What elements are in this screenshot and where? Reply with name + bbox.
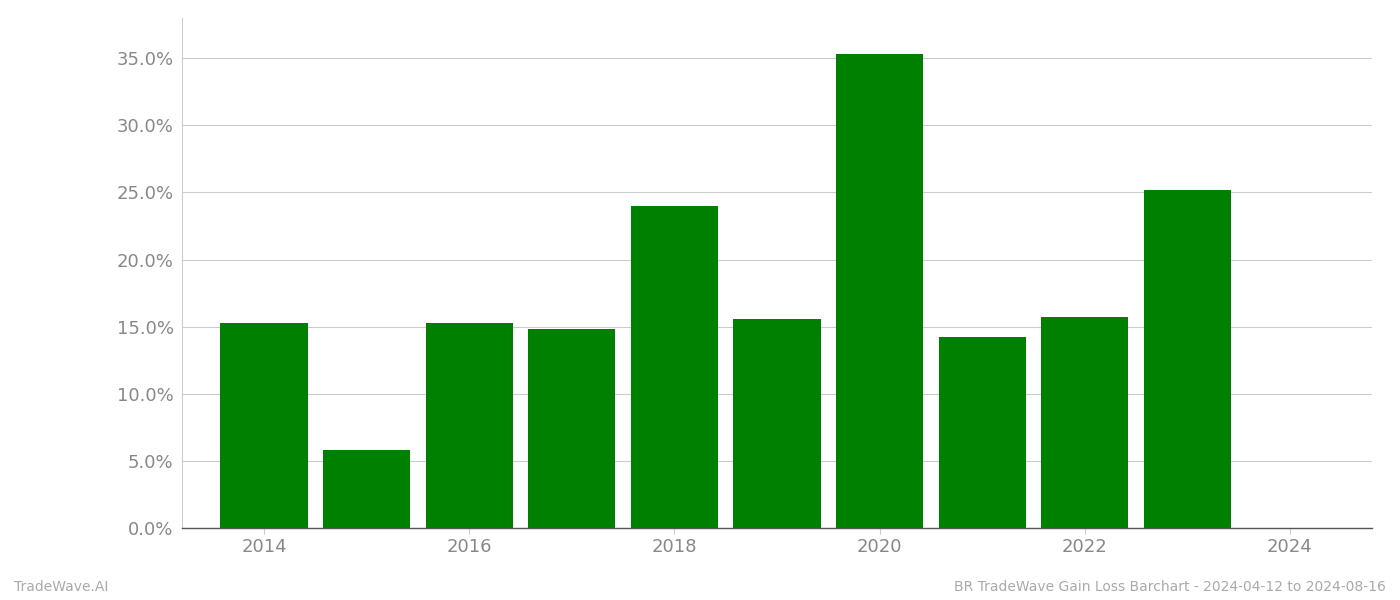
Bar [836, 54, 923, 528]
Text: TradeWave.AI: TradeWave.AI [14, 580, 108, 594]
Bar [1042, 317, 1128, 528]
Bar [1144, 190, 1231, 528]
Bar [938, 337, 1026, 528]
Text: BR TradeWave Gain Loss Barchart - 2024-04-12 to 2024-08-16: BR TradeWave Gain Loss Barchart - 2024-0… [955, 580, 1386, 594]
Bar [323, 450, 410, 528]
Bar [528, 329, 616, 528]
Bar [426, 323, 512, 528]
Bar [220, 323, 308, 528]
Bar [734, 319, 820, 528]
Bar [631, 206, 718, 528]
